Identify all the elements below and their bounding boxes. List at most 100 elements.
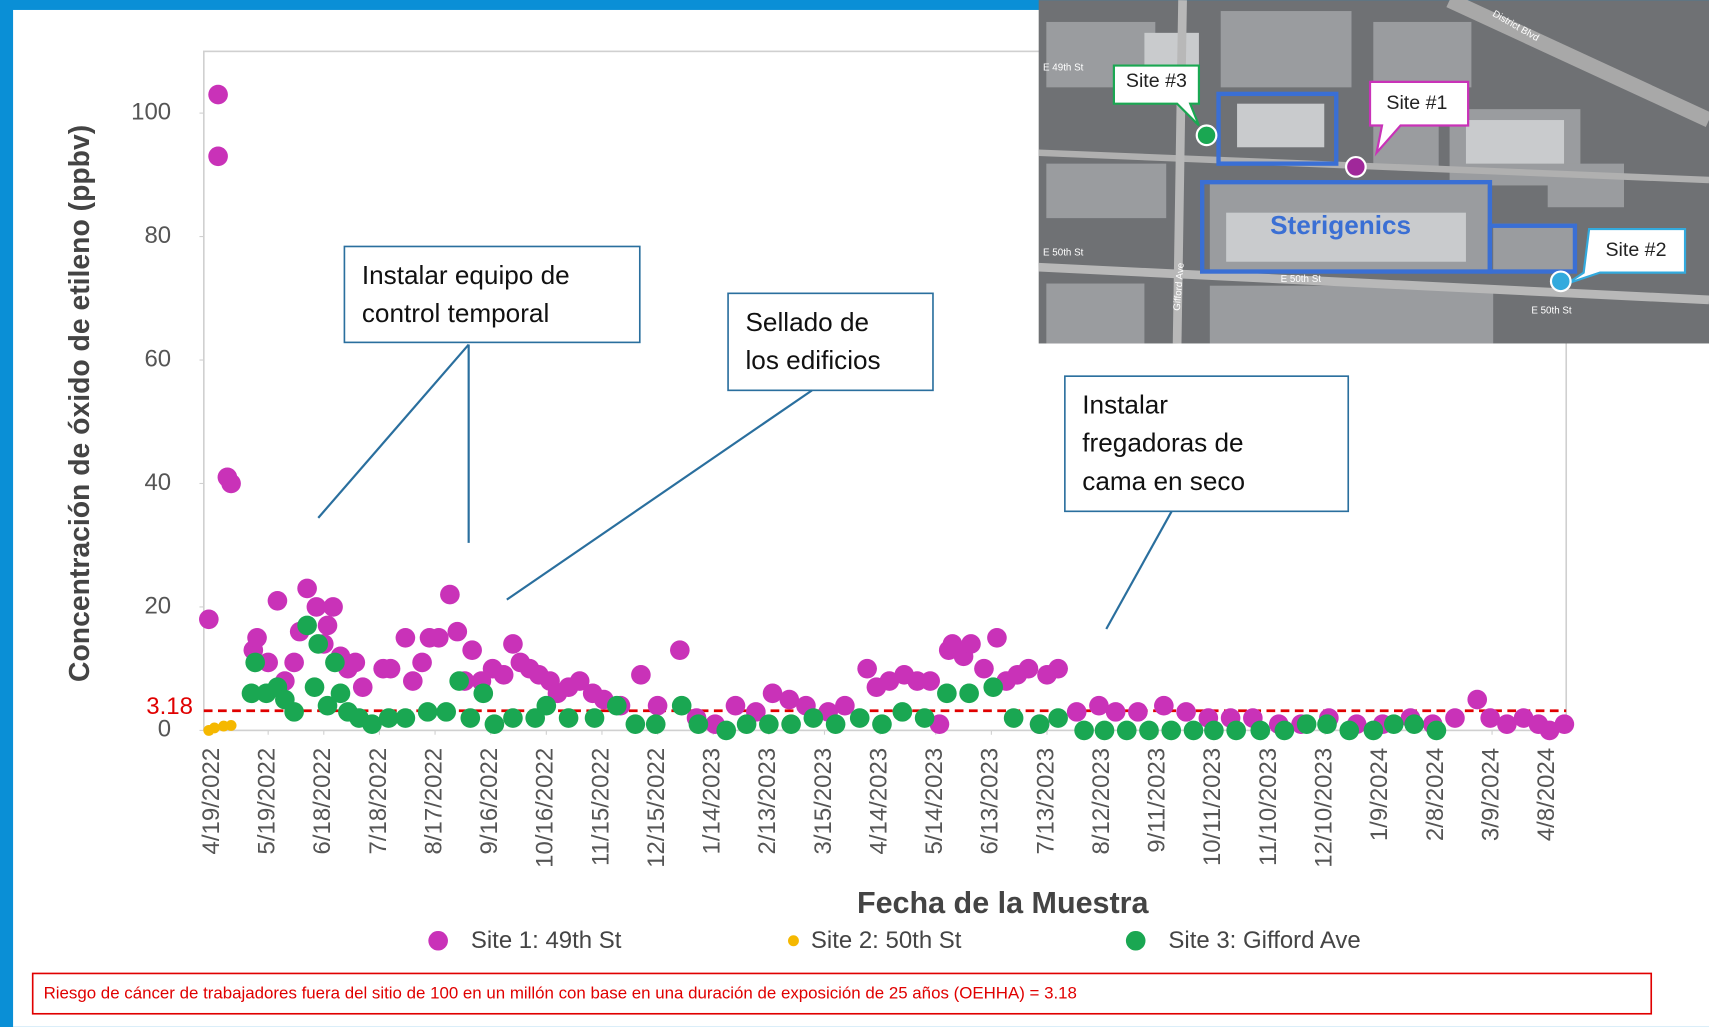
threshold-label: 3.18 (146, 693, 193, 720)
data-point (857, 659, 877, 679)
data-point (208, 147, 228, 167)
data-point (503, 634, 523, 654)
data-point (1555, 714, 1575, 734)
street-label: E 49th St (1043, 62, 1084, 73)
data-point (1089, 696, 1109, 716)
data-point (759, 714, 779, 734)
x-axis-title: Fecha de la Muestra (857, 886, 1150, 920)
data-point (670, 640, 690, 660)
data-point (1497, 714, 1517, 734)
data-point (1427, 721, 1447, 741)
data-point (779, 690, 799, 710)
data-point (323, 597, 343, 617)
data-point (672, 696, 692, 716)
data-point (1176, 702, 1196, 722)
data-point (804, 708, 824, 728)
x-tick-label: 8/12/2023 (1088, 748, 1115, 855)
data-point (485, 714, 505, 734)
data-point (937, 684, 957, 704)
data-point (850, 708, 870, 728)
data-point (396, 708, 416, 728)
data-point (1048, 708, 1068, 728)
data-point (226, 720, 237, 731)
data-point (781, 714, 801, 734)
data-point (1139, 721, 1159, 741)
data-point (403, 671, 423, 691)
data-point (559, 708, 579, 728)
data-point (987, 628, 1007, 648)
y-tick-label: 40 (144, 469, 171, 496)
data-point (1445, 708, 1465, 728)
data-point (826, 714, 846, 734)
legend-label: Site 3: Gifford Ave (1168, 927, 1360, 954)
data-point (412, 653, 432, 673)
data-point (1317, 714, 1337, 734)
street-label: E 50th St (1531, 305, 1572, 316)
data-point (1161, 721, 1181, 741)
x-tick-label: 4/8/2024 (1533, 748, 1560, 841)
x-tick-label: 3/9/2024 (1477, 748, 1504, 841)
data-point (1364, 721, 1384, 741)
data-point (1128, 702, 1148, 722)
data-point (1404, 714, 1424, 734)
data-point (1480, 708, 1500, 728)
data-point (1339, 721, 1359, 741)
data-point (396, 628, 416, 648)
data-point (473, 684, 493, 704)
data-point (307, 597, 327, 617)
x-tick-label: 12/15/2022 (643, 748, 670, 868)
data-point (429, 628, 449, 648)
data-point (221, 474, 241, 494)
map-site-label: Site #3 (1126, 70, 1187, 92)
data-point (440, 585, 460, 605)
annotation-text: los edificios (746, 345, 881, 375)
data-point (716, 721, 736, 741)
x-tick-label: 8/17/2022 (420, 748, 447, 855)
data-point (763, 684, 783, 704)
street-label: E 50th St (1043, 248, 1084, 259)
data-point (268, 591, 288, 611)
x-tick-label: 11/10/2023 (1255, 748, 1282, 866)
data-point (648, 696, 668, 716)
data-point (460, 708, 480, 728)
data-point (1067, 702, 1087, 722)
data-point (726, 696, 746, 716)
data-point (1074, 721, 1094, 741)
legend-label: Site 1: 49th St (471, 927, 622, 954)
x-tick-label: 4/19/2022 (198, 748, 225, 855)
data-point (1004, 708, 1024, 728)
data-point (308, 634, 328, 654)
data-point (462, 640, 482, 660)
data-point (585, 708, 605, 728)
chart: Sterigenics E 49th St E 50th St E 50th S… (0, 0, 1709, 1027)
x-tick-label: 2/13/2023 (754, 748, 781, 855)
data-point (448, 622, 468, 642)
data-point (284, 702, 304, 722)
data-point (646, 714, 666, 734)
data-point (689, 714, 709, 734)
annotation-text: fregadoras de (1082, 428, 1243, 458)
x-tick-label: 6/13/2023 (977, 748, 1004, 855)
data-point (872, 714, 892, 734)
x-tick-label: 12/10/2023 (1310, 748, 1337, 868)
data-point (1384, 714, 1404, 734)
data-point (607, 696, 627, 716)
y-tick-label: 60 (144, 345, 171, 372)
data-point (284, 653, 304, 673)
data-point (418, 702, 438, 722)
street-label: E 50th St (1281, 274, 1322, 285)
data-point (893, 702, 913, 722)
annotation-text: cama en seco (1082, 466, 1245, 496)
legend-marker (428, 931, 448, 951)
data-point (537, 696, 557, 716)
data-point (1117, 721, 1137, 741)
data-point (247, 628, 267, 648)
data-point (1184, 721, 1204, 741)
annotation-text: Sellado de (746, 307, 870, 337)
annotation-text: Instalar equipo de (362, 260, 570, 290)
map-company: Sterigenics (1270, 210, 1411, 240)
x-tick-label: 9/11/2023 (1144, 748, 1171, 853)
annotation-text: control temporal (362, 298, 549, 328)
data-point (449, 671, 469, 691)
data-point (1204, 721, 1224, 741)
